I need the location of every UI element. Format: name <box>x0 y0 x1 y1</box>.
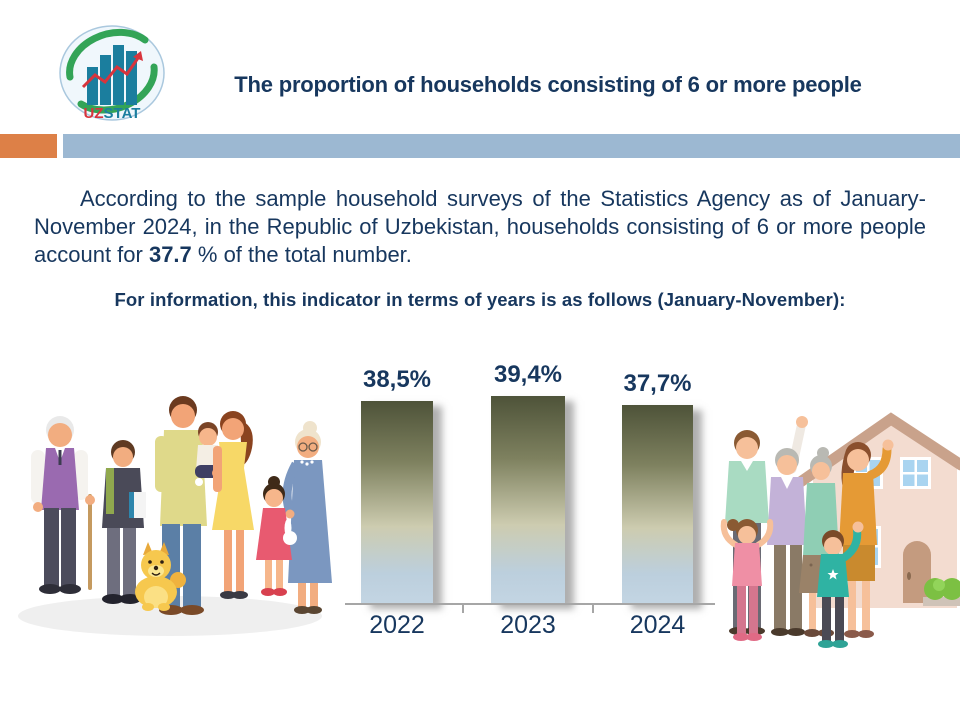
teen-boy-figure <box>102 440 146 604</box>
ground-shadow <box>18 596 322 636</box>
girl-figure <box>720 519 774 641</box>
body-paragraph: According to the sample household survey… <box>34 185 926 269</box>
x-tick-label-2023: 2023 <box>500 611 556 639</box>
house-door <box>903 541 931 603</box>
header-band-blue <box>63 134 960 158</box>
bar-rect <box>491 396 565 604</box>
axis-tick <box>592 603 594 613</box>
grandfather-figure <box>767 416 808 636</box>
paragraph-text: According to the sample household survey… <box>34 186 926 267</box>
girl-figure <box>256 476 297 596</box>
bar-value-label: 38,5% <box>362 366 432 393</box>
family-house-illustration-right <box>720 412 960 648</box>
dog-figure <box>135 542 186 611</box>
grandfather-figure <box>31 416 95 594</box>
bar-rect <box>622 405 693 604</box>
uzstat-logo: UZSTAT <box>59 25 165 122</box>
x-tick-label-2024: 2024 <box>629 611 686 639</box>
bar-2024: 37,7% <box>622 370 693 604</box>
highlight-value: 37.7 <box>148 242 192 267</box>
planter <box>923 597 960 606</box>
logo-trend-arrow-icon <box>81 51 143 89</box>
axis-tick <box>462 603 464 613</box>
x-tick-label-2022: 2022 <box>369 611 425 639</box>
boy-figure <box>817 521 864 648</box>
grandmother-figure <box>282 421 332 614</box>
bar-value-label: 39,4% <box>493 361 563 388</box>
x-axis-line <box>345 603 715 605</box>
bar-2023: 39,4% <box>491 361 565 604</box>
family-illustration-left <box>18 396 332 636</box>
logo-wordmark: UZSTAT <box>84 105 141 122</box>
bar-2022: 38,5% <box>361 366 433 604</box>
chart-intro-note: For information, this indicator in terms… <box>114 289 846 310</box>
house-window <box>900 457 931 489</box>
paragraph-text-end: % of the total number. <box>191 242 412 267</box>
mother-figure <box>839 439 894 638</box>
header-band-orange <box>0 134 57 158</box>
bar-rect <box>361 401 433 604</box>
mother-figure <box>212 411 254 599</box>
slide-title: The proportion of households consisting … <box>234 72 862 97</box>
bar-value-label: 37,7% <box>623 370 692 397</box>
